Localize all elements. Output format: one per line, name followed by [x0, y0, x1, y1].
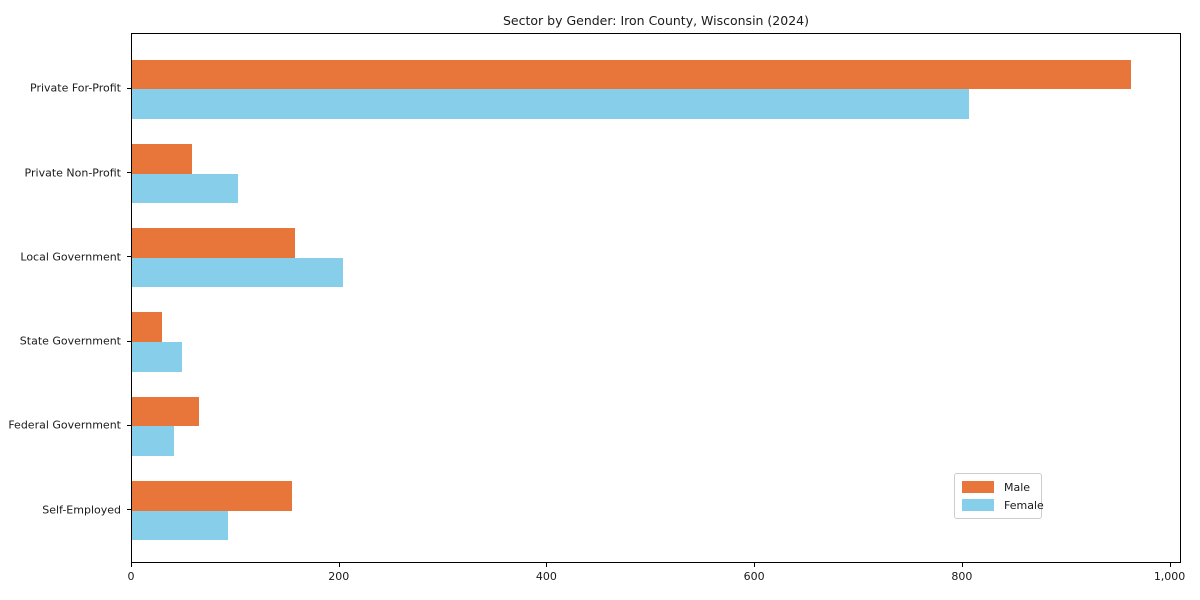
bar-female-private-non-profit [132, 173, 238, 204]
y-tick-label-self-employed: Self-Employed [42, 503, 121, 517]
x-tick-mark-800 [961, 563, 963, 567]
y-tick-mark-federal-government [127, 424, 131, 426]
y-tick-label-federal-government: Federal Government [8, 418, 121, 432]
x-tick-label-800: 800 [951, 570, 973, 583]
x-tick-label-400: 400 [535, 570, 557, 583]
y-tick-mark-local-government [127, 256, 131, 258]
x-tick-mark-400 [546, 563, 548, 567]
legend-row-female: Female [962, 498, 1044, 512]
bar-female-federal-government [132, 426, 174, 456]
x-tick-label-1000: 1,000 [1153, 570, 1186, 583]
bar-male-private-for-profit [132, 59, 1132, 90]
y-tick-label-state-government: State Government [19, 334, 121, 348]
x-tick-label-200: 200 [328, 570, 350, 583]
y-tick-mark-self-employed [127, 509, 131, 511]
y-tick-mark-state-government [127, 340, 131, 342]
x-tick-mark-0 [131, 563, 132, 567]
y-axis: Private For-Profit Private Non-Profit Loca… [0, 33, 131, 563]
bar-male-state-government [132, 312, 163, 343]
legend-swatch-female [962, 499, 994, 511]
x-tick-label-0: 0 [127, 570, 135, 583]
legend-swatch-male [962, 481, 994, 493]
bar-male-local-government [132, 228, 296, 258]
y-tick-mark-private-for-profit [127, 87, 131, 89]
bar-female-private-for-profit [132, 89, 970, 119]
bar-female-local-government [132, 257, 343, 288]
legend-label-male: Male [1004, 480, 1031, 494]
bar-male-private-non-profit [132, 144, 193, 174]
plot-area [131, 33, 1181, 563]
legend-label-female: Female [1004, 498, 1044, 512]
y-tick-label-private-for-profit: Private For-Profit [30, 81, 121, 95]
y-tick-label-private-non-profit: Private Non-Profit [24, 166, 121, 180]
x-axis: 0 200 400 600 800 1,000 [127, 563, 1185, 593]
legend-row-male: Male [962, 480, 1034, 494]
x-tick-label-600: 600 [743, 570, 765, 583]
chart-title: Sector by Gender: Iron County, Wisconsin… [502, 13, 809, 28]
x-tick-mark-200 [338, 563, 340, 567]
bar-female-state-government [132, 342, 182, 372]
x-tick-mark-600 [754, 563, 756, 567]
bar-female-self-employed [132, 510, 228, 541]
bar-male-federal-government [132, 396, 199, 427]
bar-male-self-employed [132, 480, 292, 511]
y-tick-label-local-government: Local Government [20, 250, 121, 264]
y-tick-mark-private-non-profit [127, 172, 131, 174]
x-tick-mark-1000 [1169, 563, 1171, 567]
legend: Male Female [954, 473, 1044, 519]
